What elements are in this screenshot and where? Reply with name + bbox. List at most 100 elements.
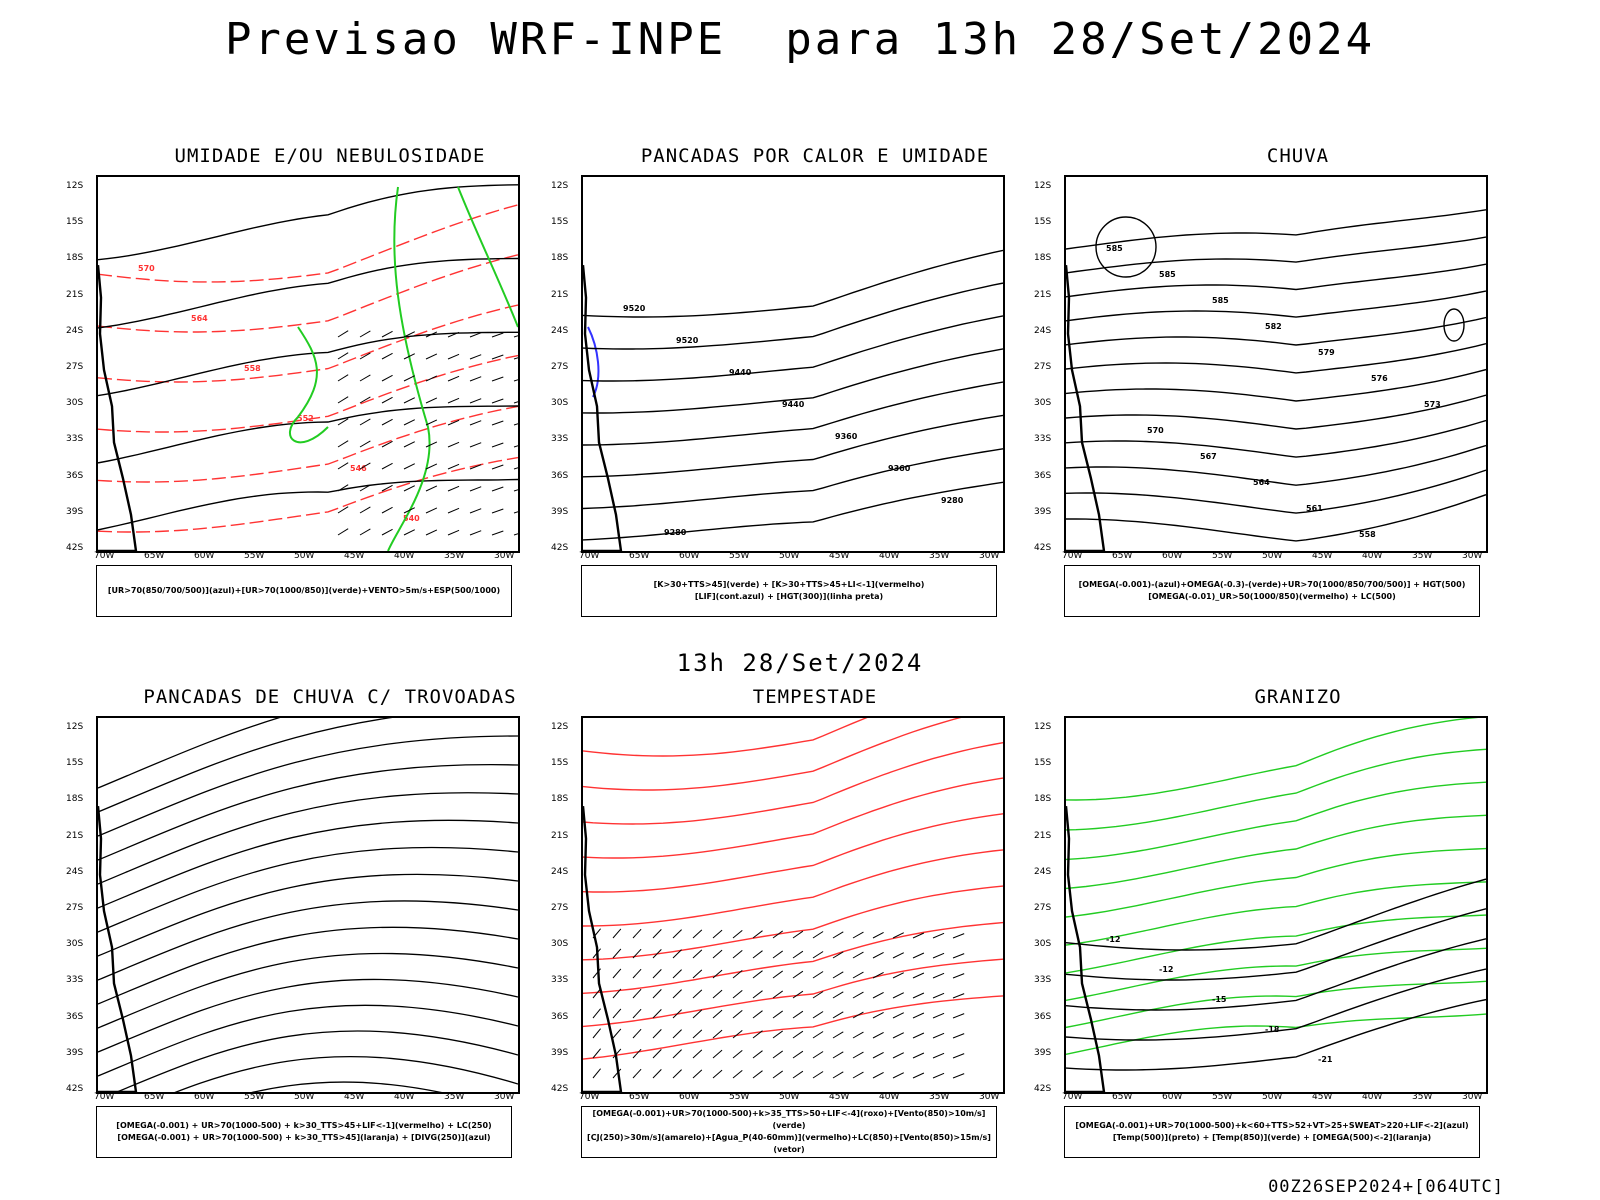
wind-arrow: [652, 1009, 662, 1019]
contour-line: [1066, 748, 1486, 831]
wind-arrow: [592, 1008, 601, 1019]
wind-arrow: [912, 1012, 925, 1019]
wind-arrow: [752, 950, 763, 959]
panel-title: TEMPESTADE: [752, 686, 878, 708]
wind-arrow: [632, 1008, 642, 1019]
wind-arrow: [425, 463, 438, 470]
legend-line: [UR>70(850/700/500)](azul)+[UR>70(1000/8…: [107, 586, 501, 595]
wind-arrow: [692, 969, 703, 979]
lat-tick-label: 18S: [1034, 794, 1052, 805]
wind-arrow: [712, 1029, 723, 1039]
wind-arrow: [932, 952, 945, 959]
wind-arrow: [447, 353, 460, 360]
wind-arrow: [812, 931, 824, 939]
contour-label: -21: [1318, 1055, 1333, 1064]
wind-arrow: [337, 330, 349, 338]
wind-arrow: [752, 970, 763, 979]
wind-arrow: [337, 440, 349, 448]
wind-arrow: [337, 418, 349, 426]
lat-tick-label: 30S: [66, 398, 84, 409]
lat-tick-label: 33S: [551, 975, 569, 986]
lon-tick-label: 70W: [94, 1092, 115, 1102]
lon-tick-label: 55W: [1212, 1092, 1233, 1102]
wind-arrow: [447, 529, 460, 536]
wind-arrow: [812, 951, 824, 959]
lon-tick-label: 65W: [629, 1092, 650, 1102]
lat-tick-label: 12S: [1034, 181, 1052, 192]
wind-arrow: [425, 353, 438, 360]
wind-arrow: [912, 1072, 925, 1079]
lat-tick-label: 30S: [551, 398, 569, 409]
lat-tick-label: 27S: [66, 362, 84, 373]
wind-arrow: [772, 1010, 784, 1019]
wind-arrow: [692, 1009, 703, 1019]
wind-arrow: [359, 462, 371, 470]
wind-arrow: [832, 951, 844, 959]
wind-arrow: [772, 1050, 784, 1059]
lat-tick-label: 18S: [66, 253, 84, 264]
contour-line: [583, 481, 1003, 541]
lat-tick-label: 33S: [1034, 434, 1052, 445]
lat-tick-label: 36S: [1034, 470, 1052, 481]
contour-label: -18: [1265, 1025, 1280, 1034]
lat-tick-label: 36S: [1034, 1011, 1052, 1022]
wind-arrow: [425, 507, 438, 514]
wind-arrow: [491, 332, 504, 338]
wind-arrow: [672, 969, 682, 979]
wind-arrow: [792, 990, 804, 999]
lat-tick-label: 24S: [66, 325, 84, 336]
contour-line: [1066, 368, 1486, 402]
wind-arrow: [403, 353, 415, 360]
wind-arrow: [612, 988, 622, 999]
wind-arrow: [692, 1049, 703, 1059]
wind-arrow: [381, 352, 393, 360]
contour-line: [1066, 980, 1486, 1029]
map-frame: [581, 716, 1005, 1094]
lat-tick-label: 12S: [66, 722, 84, 733]
wind-arrow: [447, 485, 460, 492]
wind-arrow: [447, 419, 460, 426]
wind-arrow: [812, 1011, 824, 1019]
wind-arrow: [491, 354, 504, 360]
lon-tick-label: 40W: [879, 551, 900, 561]
lat-tick-label: 42S: [66, 543, 84, 553]
wind-arrow: [732, 1050, 743, 1059]
wind-arrow: [491, 486, 504, 492]
contour-line: [583, 249, 1003, 318]
wind-arrow: [832, 1011, 844, 1019]
lat-tick-label: 42S: [1034, 1084, 1052, 1094]
wind-arrow: [447, 375, 460, 382]
panel-granizo: GRANIZO -12 -12 -15 -18 -21 12S 15S 18S 21S 24S 27S…: [1034, 686, 1538, 1171]
wind-arrow: [712, 1009, 723, 1019]
wind-arrow: [652, 1049, 662, 1059]
wind-arrow: [612, 1048, 622, 1059]
contour-label: 561: [1306, 504, 1323, 513]
contour-line: [583, 448, 1003, 510]
lon-tick-label: 65W: [144, 1092, 165, 1102]
panel-title: UMIDADE E/OU NEBULOSIDADE: [174, 145, 486, 167]
contour-label: 582: [1265, 322, 1282, 331]
wind-arrow: [513, 335, 518, 338]
lon-tick-label: 50W: [779, 1092, 800, 1102]
contour-line: [98, 478, 518, 531]
contour-label: 552: [297, 414, 314, 423]
contour-label: 570: [1147, 426, 1164, 435]
lon-tick-label: 35W: [444, 1092, 465, 1102]
legend-line: [OMEGA(-0.001)-(azul)+OMEGA(-0.3)-(verde…: [1078, 580, 1466, 589]
wind-arrow: [952, 953, 965, 959]
wind-arrow: [712, 1049, 723, 1059]
lat-tick-label: 42S: [551, 1084, 569, 1094]
panel-pancadas-calor: PANCADAS POR CALOR E UMIDADE 9520 9520 9440…: [551, 145, 1055, 630]
wind-arrow: [403, 397, 415, 404]
lat-tick-label: 12S: [551, 181, 569, 192]
legend-line: [OMEGA(-0.001)+UR>70(1000-500)+k>35_TTS>…: [592, 1109, 986, 1130]
wind-arrow: [491, 420, 504, 426]
legend-box: [OMEGA(-0.001)-(azul)+OMEGA(-0.3)-(verde…: [1064, 565, 1480, 617]
lon-tick-label: 45W: [829, 551, 850, 561]
legend-line: [CJ(250)>30m/s](amarelo)+[Agua_P(40-60mm…: [587, 1133, 991, 1154]
map-frame: 585 585 585 582 579 576 573 570 567 564 561 558: [1064, 175, 1488, 553]
lat-tick-label: 15S: [66, 217, 84, 228]
wind-arrow: [359, 396, 371, 404]
wind-arrow: [952, 1073, 965, 1079]
lon-tick-label: 30W: [979, 551, 1000, 561]
